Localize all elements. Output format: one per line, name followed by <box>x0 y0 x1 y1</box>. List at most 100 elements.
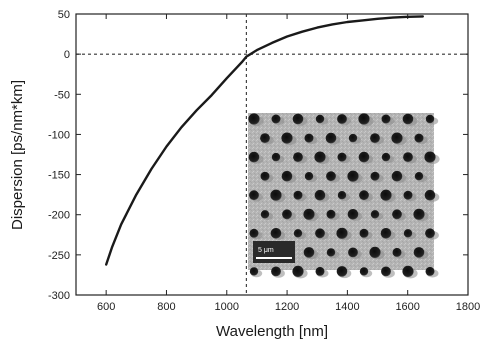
inset-hole <box>413 208 425 220</box>
y-axis-title: Dispersion [ps/nm*km] <box>9 80 26 230</box>
inset-hole <box>315 228 325 239</box>
inset-hole <box>369 246 381 258</box>
inset-hole <box>326 171 336 182</box>
inset-hole <box>380 228 392 239</box>
inset-hole <box>358 113 370 125</box>
inset-hole <box>293 152 303 163</box>
inset-hole <box>271 114 281 124</box>
inset-hole <box>270 189 282 201</box>
inset-hole <box>347 170 359 182</box>
x-tick-label: 1600 <box>395 301 419 313</box>
inset-hole <box>358 151 370 163</box>
inset-hole <box>425 228 435 239</box>
x-tick-label: 1000 <box>215 301 239 313</box>
reference-lines <box>76 14 468 295</box>
inset-hole <box>325 132 337 144</box>
x-axis-title: Wavelength [nm] <box>216 323 328 340</box>
inset-hole <box>402 113 414 125</box>
inset-hole <box>370 171 380 181</box>
y-tick-label: 0 <box>64 49 70 61</box>
inset-hole <box>249 228 259 238</box>
inset-hole <box>414 133 424 143</box>
inset-hole <box>403 152 413 163</box>
inset-holes <box>248 113 440 279</box>
x-tick-label: 800 <box>157 301 175 313</box>
inset-hole <box>392 247 402 257</box>
inset-hole <box>424 189 436 201</box>
inset-hole <box>314 189 326 201</box>
inset-hole <box>403 229 413 238</box>
inset-hole <box>336 227 348 239</box>
y-tick-label: -50 <box>54 89 70 101</box>
inset-hole <box>370 133 380 144</box>
inset-hole <box>260 171 270 181</box>
inset-hole <box>326 209 336 219</box>
inset-hole <box>348 247 358 258</box>
x-tick-label: 1400 <box>335 301 359 313</box>
inset-hole <box>381 266 391 277</box>
y-tick-label: -300 <box>48 290 70 302</box>
inset-hole <box>260 133 270 144</box>
inset-hole <box>403 190 413 200</box>
inset-hole <box>281 132 293 144</box>
inset-hole <box>249 190 259 201</box>
x-tick-label: 1800 <box>456 301 480 313</box>
inset-hole <box>391 170 403 182</box>
inset-hole <box>293 190 303 200</box>
inset-hole <box>271 266 281 277</box>
y-tick-label: -100 <box>48 129 70 141</box>
inset-hole <box>359 267 369 276</box>
inset-hole <box>391 132 403 144</box>
x-tick-label: 1200 <box>275 301 299 313</box>
inset-hole <box>402 265 414 277</box>
inset-hole <box>381 152 391 162</box>
inset-hole <box>337 191 347 200</box>
inset-hole <box>425 266 435 276</box>
inset-hole <box>314 151 326 163</box>
inset-hole <box>359 190 369 201</box>
y-tick-label: -200 <box>48 210 70 222</box>
inset-hole <box>392 209 402 220</box>
inset-hole <box>260 210 270 219</box>
scale-bar <box>256 257 292 259</box>
inset-hole <box>293 229 303 238</box>
inset-hole <box>248 151 260 163</box>
inset-hole <box>249 267 259 276</box>
inset-hole <box>337 152 347 162</box>
inset-hole <box>370 210 380 219</box>
inset-hole <box>292 113 304 125</box>
inset-hole <box>380 189 392 201</box>
inset-hole <box>425 114 435 124</box>
y-tick-label: -150 <box>48 170 70 182</box>
inset-hole <box>381 114 391 124</box>
inset-hole <box>424 151 436 163</box>
inset-hole <box>304 133 314 143</box>
scale-bar-label: 5 μm <box>258 247 274 254</box>
inset-hole <box>336 266 348 277</box>
x-tick-label: 600 <box>97 301 115 313</box>
y-tick-label: -250 <box>48 250 70 262</box>
y-tick-label: 50 <box>58 9 70 21</box>
inset-hole <box>315 266 325 276</box>
inset-hole <box>248 113 260 125</box>
inset-hole <box>304 172 314 181</box>
series-layer <box>104 15 424 266</box>
inset-hole <box>337 114 347 124</box>
inset-hole <box>303 208 315 220</box>
inset-hole <box>282 209 292 220</box>
inset-hole <box>359 228 369 238</box>
inset-hole <box>281 170 293 182</box>
dispersion-curve-1 <box>104 15 424 266</box>
inset-hole <box>414 172 424 181</box>
inset-hole <box>326 248 336 257</box>
inset-micrograph: 5 μm <box>248 113 440 279</box>
inset-hole <box>292 265 304 277</box>
inset-hole <box>271 152 281 162</box>
inset-hole <box>315 114 325 124</box>
inset-hole <box>303 247 315 258</box>
inset-hole <box>270 228 282 239</box>
inset-hole <box>347 209 359 220</box>
inset-hole <box>413 247 425 258</box>
inset-hole <box>348 133 358 143</box>
